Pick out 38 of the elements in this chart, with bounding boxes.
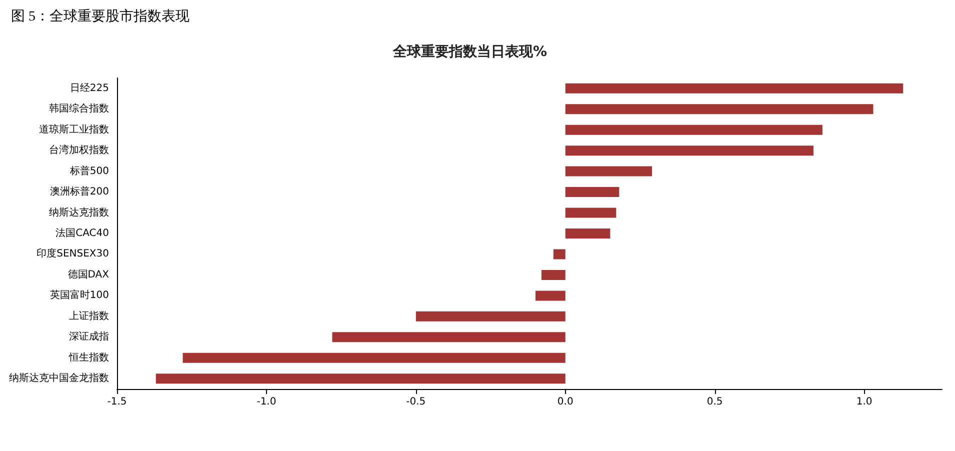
y-tick-label: 英国富时100	[50, 289, 109, 302]
y-tick-label: 法国CAC40	[56, 227, 109, 239]
y-tick-label: 印度SENSEX30	[36, 248, 109, 260]
bar	[332, 332, 566, 342]
bar	[535, 290, 566, 301]
y-tick-label: 深证成指	[69, 330, 109, 343]
y-tick-label: 恒生指数	[68, 351, 109, 364]
x-tick-label: 0.0	[557, 396, 574, 408]
x-tick-label: 1.0	[856, 396, 872, 408]
y-tick-label: 台湾加权指数	[49, 144, 109, 156]
bar	[565, 124, 822, 135]
y-tick-label: 澳洲标普200	[50, 186, 109, 198]
y-tick-label: 标普500	[68, 164, 109, 177]
bar	[565, 146, 814, 156]
bar	[541, 270, 566, 280]
bar	[565, 228, 610, 238]
x-tick-label: -1.0	[256, 396, 276, 408]
bar	[553, 249, 566, 260]
bar	[565, 83, 904, 94]
y-tick-label: 上证指数	[69, 310, 109, 322]
y-tick-label: 纳斯达克指数	[49, 206, 109, 218]
bar	[565, 104, 874, 114]
y-tick-label: 纳斯达克中国金龙指数	[9, 372, 109, 384]
chart-subtitle: 图 5：全球重要股市指数表现	[11, 8, 190, 24]
y-tick-label: 日经225	[70, 82, 109, 94]
bar	[156, 374, 566, 384]
chart-title: 全球重要指数当日表现%	[392, 44, 548, 60]
x-tick-label: -0.5	[406, 396, 426, 408]
y-tick-label: 道琼斯工业指数	[39, 123, 109, 136]
bar	[565, 187, 620, 198]
bar	[565, 208, 616, 218]
bar	[182, 352, 566, 363]
y-tick-label: 德国DAX	[68, 269, 110, 280]
bar	[565, 166, 652, 176]
x-tick-label: 0.5	[706, 396, 723, 408]
bar	[416, 311, 566, 322]
y-tick-label: 韩国综合指数	[49, 102, 109, 115]
x-tick-label: -1.5	[107, 396, 127, 408]
